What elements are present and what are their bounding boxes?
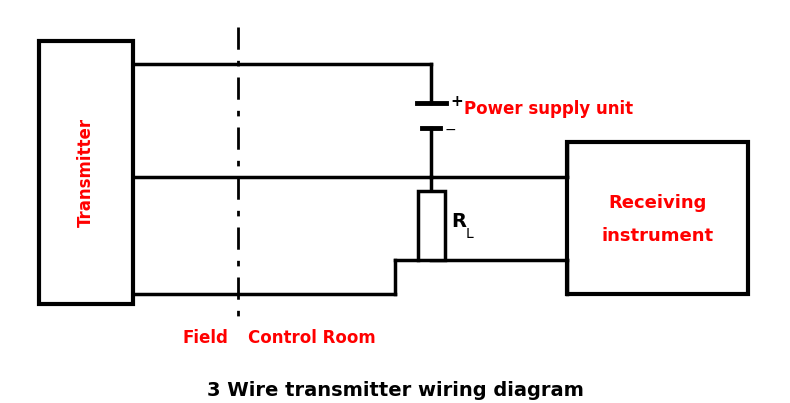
Text: Power supply unit: Power supply unit bbox=[464, 100, 633, 118]
Text: R: R bbox=[451, 212, 466, 231]
Text: L: L bbox=[465, 226, 473, 241]
Text: −: − bbox=[444, 123, 456, 137]
Text: 3 Wire transmitter wiring diagram: 3 Wire transmitter wiring diagram bbox=[206, 381, 584, 400]
Text: Field: Field bbox=[182, 329, 228, 347]
Text: +: + bbox=[450, 93, 463, 108]
Text: Transmitter: Transmitter bbox=[77, 118, 95, 227]
Bar bbox=[39, 41, 133, 304]
Text: Control Room: Control Room bbox=[248, 329, 375, 347]
Bar bbox=[418, 191, 445, 260]
Text: Receiving: Receiving bbox=[608, 194, 707, 212]
Text: instrument: instrument bbox=[601, 227, 713, 245]
Bar bbox=[566, 142, 748, 295]
